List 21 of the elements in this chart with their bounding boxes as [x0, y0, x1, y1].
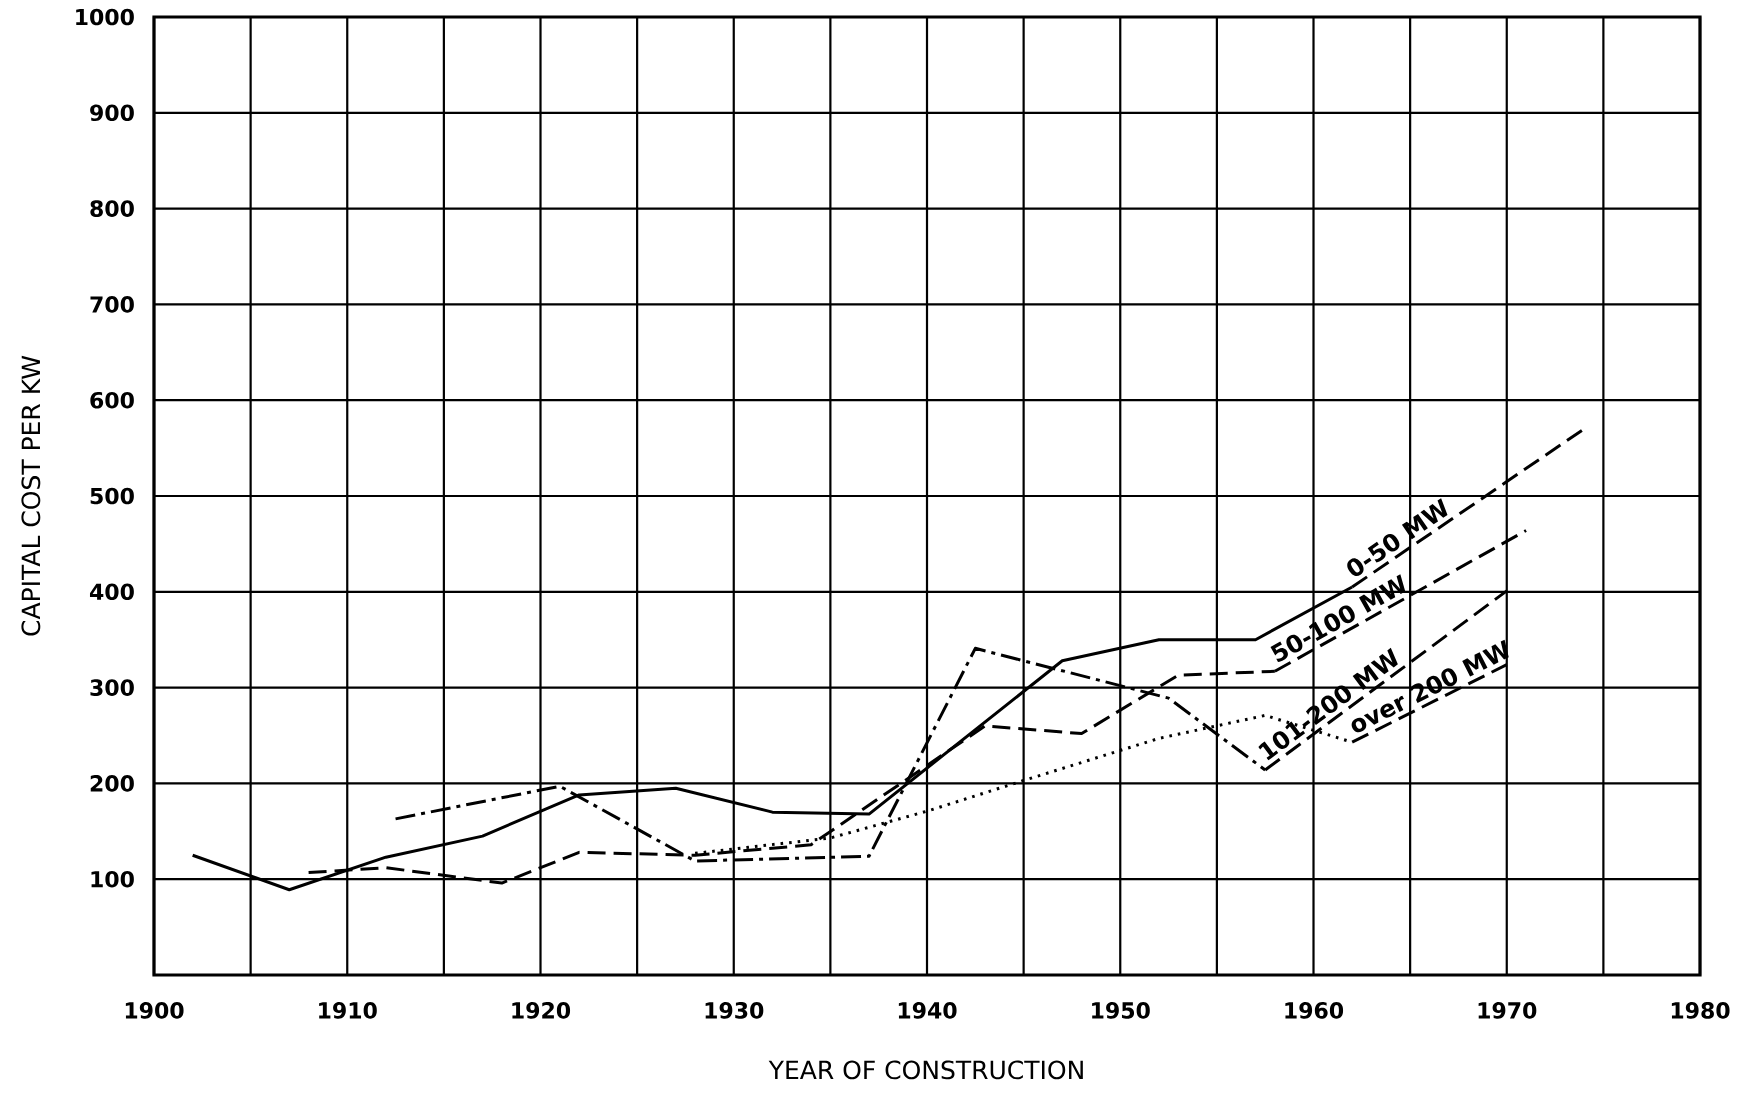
x-tick-label: 1920 — [512, 1002, 571, 1019]
y-tick-label: 1000 — [76, 8, 134, 26]
x-tick-label: 1980 — [1671, 1002, 1730, 1019]
x-tick-label: 1930 — [705, 1002, 764, 1019]
y-tick-label: 700 — [90, 296, 134, 313]
y-axis-title: CAPITAL COST PER KW — [21, 355, 41, 636]
y-tick-label: 500 — [90, 487, 134, 505]
x-tick-label: 1970 — [1478, 1002, 1537, 1019]
y-tick-label: 600 — [90, 391, 134, 409]
y-tick-label: 800 — [90, 200, 134, 217]
y-tick-label: 900 — [90, 104, 134, 122]
x-tick-label: 1910 — [319, 1002, 377, 1019]
x-tick-label: 1940 — [898, 1002, 957, 1019]
y-tick-label: 200 — [90, 775, 134, 792]
x-tick-label: 1950 — [1092, 1002, 1150, 1019]
x-tick-label: 1960 — [1285, 1002, 1344, 1019]
x-tick-label: 1900 — [125, 1002, 184, 1019]
x-axis-title: YEAR OF CONSTRUCTION — [768, 1060, 1083, 1080]
y-tick-label: 400 — [89, 583, 134, 601]
y-tick-label: 100 — [91, 870, 134, 888]
y-tick-label: 300 — [90, 679, 134, 696]
